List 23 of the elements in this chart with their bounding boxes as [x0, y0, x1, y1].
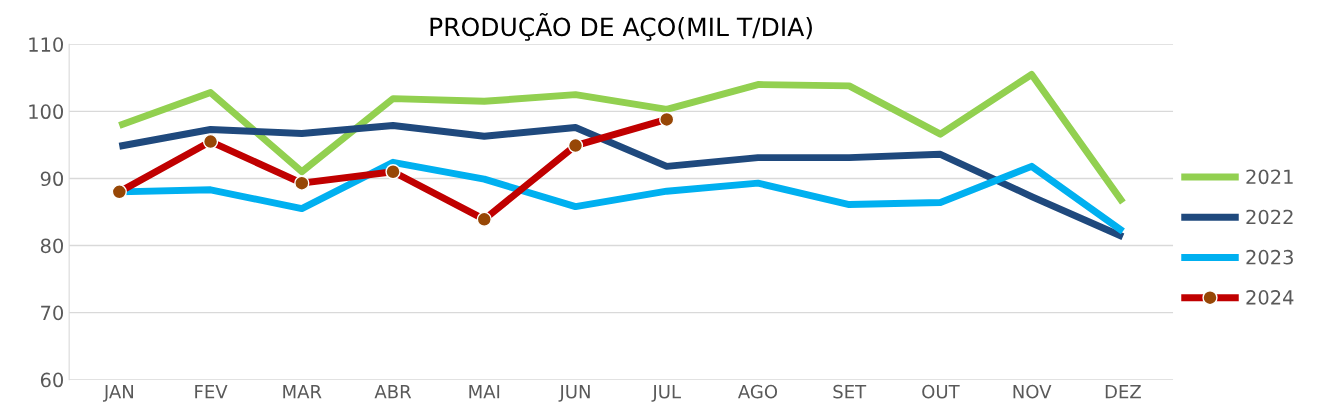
y-tick-label: 80: [40, 238, 64, 254]
x-tick-label: JAN: [102, 385, 133, 402]
x-tick-label: MAR: [283, 385, 322, 399]
x-tick-label: MAI: [469, 385, 500, 399]
legend-label: 2021: [1246, 169, 1293, 185]
x-tick-label: AGO: [737, 384, 778, 399]
x-tick-label: JUN: [558, 385, 590, 402]
y-tick-label: 70: [41, 305, 64, 321]
x-tick-label: NOV: [1013, 384, 1052, 399]
x-tick-label: OUT: [922, 384, 960, 399]
chart-title: PRODUÇÃO DE AÇO(MIL T/DIA): [430, 13, 812, 41]
y-tick-label: 110: [29, 37, 64, 52]
legend-label: 2023: [1246, 249, 1293, 265]
y-tick-label: 60: [40, 372, 64, 388]
x-tick-label: FEV: [195, 385, 228, 399]
x-tick-label: DEZ: [1105, 385, 1141, 399]
y-tick-label: 90: [40, 171, 64, 187]
x-tick-label: ABR: [374, 385, 412, 399]
y-tick-label: 100: [29, 104, 64, 120]
x-tick-label: JUL: [651, 385, 681, 402]
legend-label: 2022: [1246, 209, 1293, 225]
x-tick-label: SET: [833, 384, 867, 399]
legend-label: 2024: [1246, 290, 1294, 305]
